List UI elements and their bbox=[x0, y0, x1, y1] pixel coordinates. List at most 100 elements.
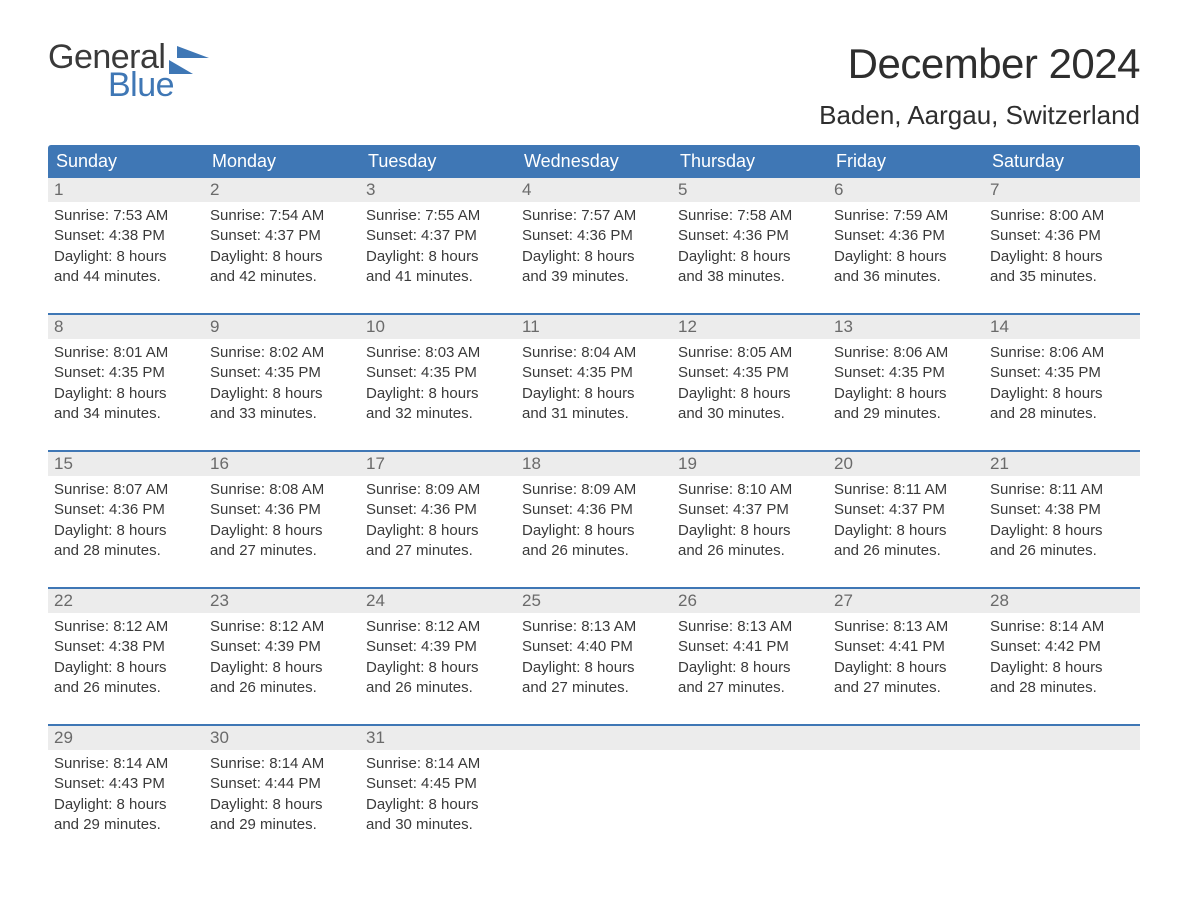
day-number-row: 22232425262728 bbox=[48, 589, 1140, 613]
sunset-line: Sunset: 4:36 PM bbox=[834, 226, 978, 246]
day-number-cell: 9 bbox=[204, 315, 360, 339]
daylight-line-2: and 26 minutes. bbox=[54, 678, 198, 698]
daylight-line-2: and 44 minutes. bbox=[54, 267, 198, 287]
sunset-line: Sunset: 4:35 PM bbox=[834, 363, 978, 383]
sunset-line: Sunset: 4:36 PM bbox=[678, 226, 822, 246]
daylight-line-1: Daylight: 8 hours bbox=[366, 247, 510, 267]
day-number-cell: 30 bbox=[204, 726, 360, 750]
daylight-line-1: Daylight: 8 hours bbox=[678, 384, 822, 404]
sunrise-line: Sunrise: 8:11 AM bbox=[834, 480, 978, 500]
brand-logo: General Blue bbox=[48, 40, 213, 102]
daylight-line-1: Daylight: 8 hours bbox=[210, 658, 354, 678]
day-cell: Sunrise: 7:54 AMSunset: 4:37 PMDaylight:… bbox=[204, 202, 360, 305]
daylight-line-1: Daylight: 8 hours bbox=[990, 384, 1134, 404]
day-cell: Sunrise: 8:10 AMSunset: 4:37 PMDaylight:… bbox=[672, 476, 828, 579]
day-number-cell: 23 bbox=[204, 589, 360, 613]
day-cell: Sunrise: 7:55 AMSunset: 4:37 PMDaylight:… bbox=[360, 202, 516, 305]
sunset-line: Sunset: 4:37 PM bbox=[678, 500, 822, 520]
daylight-line-2: and 26 minutes. bbox=[678, 541, 822, 561]
daylight-line-1: Daylight: 8 hours bbox=[678, 247, 822, 267]
daylight-line-1: Daylight: 8 hours bbox=[990, 521, 1134, 541]
weekday-header-cell: Wednesday bbox=[516, 145, 672, 178]
day-cell: Sunrise: 8:14 AMSunset: 4:44 PMDaylight:… bbox=[204, 750, 360, 853]
daylight-line-2: and 28 minutes. bbox=[990, 404, 1134, 424]
sunrise-line: Sunrise: 8:14 AM bbox=[990, 617, 1134, 637]
sunrise-line: Sunrise: 8:11 AM bbox=[990, 480, 1134, 500]
topbar: General Blue December 2024 Baden, Aargau… bbox=[48, 40, 1140, 131]
day-number-cell: 8 bbox=[48, 315, 204, 339]
day-number-cell: 4 bbox=[516, 178, 672, 202]
sunset-line: Sunset: 4:36 PM bbox=[366, 500, 510, 520]
day-number-row: 891011121314 bbox=[48, 315, 1140, 339]
sunrise-line: Sunrise: 8:00 AM bbox=[990, 206, 1134, 226]
daylight-line-2: and 42 minutes. bbox=[210, 267, 354, 287]
daylight-line-2: and 27 minutes. bbox=[834, 678, 978, 698]
daylight-line-1: Daylight: 8 hours bbox=[678, 658, 822, 678]
daylight-line-2: and 32 minutes. bbox=[366, 404, 510, 424]
daylight-line-2: and 29 minutes. bbox=[210, 815, 354, 835]
day-cell: Sunrise: 8:11 AMSunset: 4:38 PMDaylight:… bbox=[984, 476, 1140, 579]
day-cell: Sunrise: 8:13 AMSunset: 4:41 PMDaylight:… bbox=[828, 613, 984, 716]
daylight-line-2: and 27 minutes. bbox=[678, 678, 822, 698]
day-number-cell: 2 bbox=[204, 178, 360, 202]
day-cell: Sunrise: 8:13 AMSunset: 4:41 PMDaylight:… bbox=[672, 613, 828, 716]
day-cell: Sunrise: 8:03 AMSunset: 4:35 PMDaylight:… bbox=[360, 339, 516, 442]
day-number-cell: 31 bbox=[360, 726, 516, 750]
daylight-line-2: and 41 minutes. bbox=[366, 267, 510, 287]
day-cell: Sunrise: 8:07 AMSunset: 4:36 PMDaylight:… bbox=[48, 476, 204, 579]
sunset-line: Sunset: 4:36 PM bbox=[522, 226, 666, 246]
sunset-line: Sunset: 4:37 PM bbox=[834, 500, 978, 520]
day-number-cell: 13 bbox=[828, 315, 984, 339]
day-number-cell: 10 bbox=[360, 315, 516, 339]
day-cell: Sunrise: 8:11 AMSunset: 4:37 PMDaylight:… bbox=[828, 476, 984, 579]
sunrise-line: Sunrise: 7:53 AM bbox=[54, 206, 198, 226]
sunset-line: Sunset: 4:41 PM bbox=[834, 637, 978, 657]
day-number-cell bbox=[828, 726, 984, 750]
day-number-cell: 14 bbox=[984, 315, 1140, 339]
sunrise-line: Sunrise: 8:09 AM bbox=[522, 480, 666, 500]
day-number-row: 15161718192021 bbox=[48, 452, 1140, 476]
day-number-cell: 25 bbox=[516, 589, 672, 613]
day-number-cell: 18 bbox=[516, 452, 672, 476]
day-number-cell: 21 bbox=[984, 452, 1140, 476]
day-number-cell: 19 bbox=[672, 452, 828, 476]
daylight-line-1: Daylight: 8 hours bbox=[834, 384, 978, 404]
day-number-cell: 16 bbox=[204, 452, 360, 476]
day-cell: Sunrise: 8:14 AMSunset: 4:43 PMDaylight:… bbox=[48, 750, 204, 853]
sunset-line: Sunset: 4:38 PM bbox=[54, 637, 198, 657]
day-cell: Sunrise: 8:06 AMSunset: 4:35 PMDaylight:… bbox=[984, 339, 1140, 442]
day-number-cell: 24 bbox=[360, 589, 516, 613]
week: 22232425262728 Sunrise: 8:12 AM Sunset: 4:… bbox=[48, 587, 1140, 716]
title-block: December 2024 Baden, Aargau, Switzerland bbox=[819, 40, 1140, 131]
day-cell: Sunrise: 8:09 AMSunset: 4:36 PMDaylight:… bbox=[516, 476, 672, 579]
day-cell: Sunrise: 8:08 AMSunset: 4:36 PMDaylight:… bbox=[204, 476, 360, 579]
day-cell bbox=[828, 750, 984, 853]
sunrise-line: Sunrise: 8:09 AM bbox=[366, 480, 510, 500]
sunset-line: Sunset: 4:36 PM bbox=[210, 500, 354, 520]
sunset-line: Sunset: 4:35 PM bbox=[366, 363, 510, 383]
daylight-line-1: Daylight: 8 hours bbox=[678, 521, 822, 541]
day-cell: Sunrise: 8:13 AMSunset: 4:40 PMDaylight:… bbox=[516, 613, 672, 716]
daylight-line-2: and 26 minutes. bbox=[522, 541, 666, 561]
week: 891011121314Sunrise: 8:01 AMSunset: 4:35… bbox=[48, 313, 1140, 442]
sunrise-line: Sunrise: 8:13 AM bbox=[834, 617, 978, 637]
weekday-header-cell: Monday bbox=[204, 145, 360, 178]
sunset-line: Sunset: 4:43 PM bbox=[54, 774, 198, 794]
daylight-line-2: and 36 minutes. bbox=[834, 267, 978, 287]
daylight-line-1: Daylight: 8 hours bbox=[522, 521, 666, 541]
sunset-line: Sunset: 4:38 PM bbox=[990, 500, 1134, 520]
daylight-line-1: Daylight: 8 hours bbox=[990, 658, 1134, 678]
daylight-line-1: Daylight: 8 hours bbox=[54, 247, 198, 267]
sunset-line: Sunset: 4:35 PM bbox=[522, 363, 666, 383]
daylight-line-2: and 30 minutes. bbox=[678, 404, 822, 424]
sunrise-line: Sunrise: 8:12 AM bbox=[366, 617, 510, 637]
sunset-line: Sunset: 4:41 PM bbox=[678, 637, 822, 657]
sunset-line: Sunset: 4:44 PM bbox=[210, 774, 354, 794]
day-content-row: Sunrise: 8:12 AM Sunset: 4:38 PM Daylight:… bbox=[48, 613, 1140, 716]
sunrise-line: Sunrise: 8:06 AM bbox=[990, 343, 1134, 363]
day-number-cell: 1 bbox=[48, 178, 204, 202]
day-cell: Sunrise: 8:04 AMSunset: 4:35 PMDaylight:… bbox=[516, 339, 672, 442]
daylight-line-2: and 26 minutes. bbox=[834, 541, 978, 561]
sunset-line: Sunset: 4:36 PM bbox=[522, 500, 666, 520]
weekday-header-cell: Saturday bbox=[984, 145, 1140, 178]
